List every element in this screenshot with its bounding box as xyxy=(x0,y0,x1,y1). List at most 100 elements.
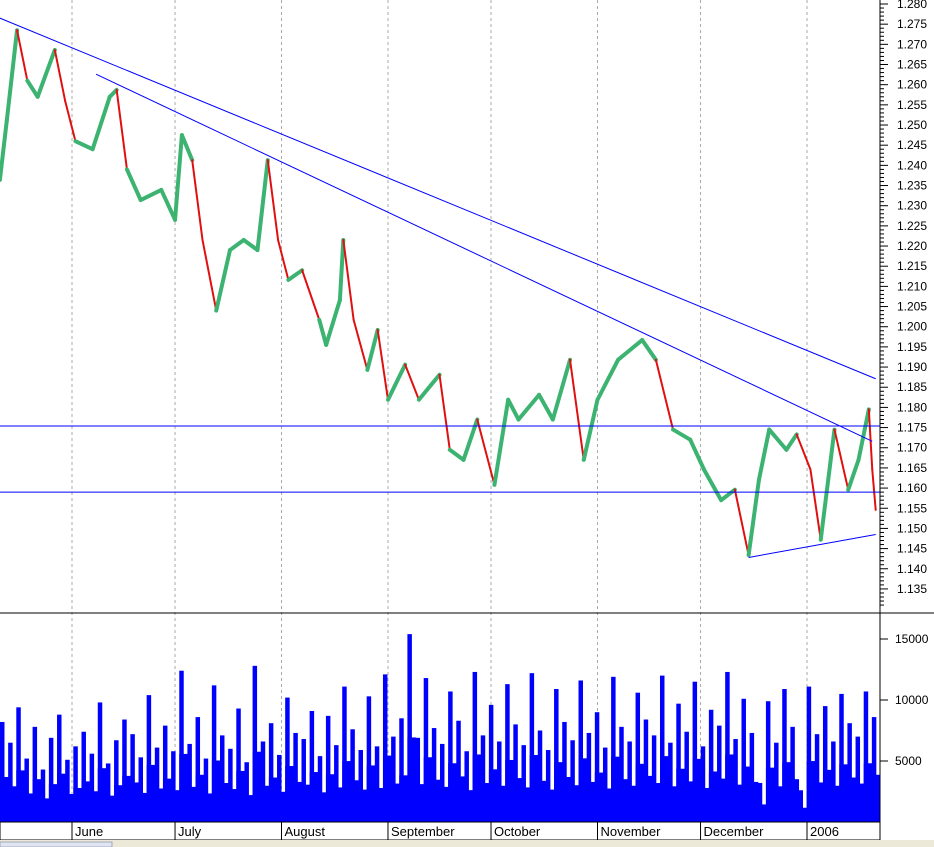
volume-bar-base xyxy=(733,784,742,822)
volume-bar-base xyxy=(40,798,50,822)
price-segment xyxy=(191,159,204,241)
price-segment xyxy=(159,187,178,222)
price-tick-label: 1.270 xyxy=(897,37,927,51)
price-tick-label: 1.260 xyxy=(897,78,927,92)
volume-bar xyxy=(81,731,86,822)
price-tick-label: 1.280 xyxy=(897,0,927,11)
volume-bar-base xyxy=(456,776,465,822)
price-segment xyxy=(595,357,621,402)
volume-bar-base xyxy=(382,755,392,822)
price-tick-label: 1.265 xyxy=(897,58,927,72)
volume-bar xyxy=(774,742,779,822)
price-segment xyxy=(286,268,305,282)
price-segment xyxy=(476,418,496,486)
price-segment xyxy=(214,248,232,313)
volume-bar-base xyxy=(252,751,262,822)
volume-bar-base xyxy=(440,786,449,822)
volume-bar xyxy=(32,726,38,822)
volume-bar-base xyxy=(488,769,498,822)
volume-bar xyxy=(839,693,844,822)
month-label: September xyxy=(391,824,455,839)
volume-bar-base xyxy=(350,780,360,822)
volume-bar-base xyxy=(65,794,74,822)
volume-bar-base xyxy=(423,757,433,822)
volume-bar xyxy=(570,740,575,822)
volume-bar-base xyxy=(831,785,840,822)
trendlines xyxy=(0,17,880,558)
volume-bar-base xyxy=(285,766,294,822)
price-tick-label: 1.195 xyxy=(897,340,927,354)
volume-bar xyxy=(749,732,755,822)
price-tick-label: 1.165 xyxy=(897,461,927,475)
trendline[interactable] xyxy=(95,73,873,442)
price-tick-label: 1.205 xyxy=(897,300,927,314)
volume-bar xyxy=(57,714,62,822)
trendline[interactable] xyxy=(748,533,876,558)
price-segment xyxy=(337,237,346,303)
volume-bar-base xyxy=(480,783,490,822)
price-segment xyxy=(516,392,542,422)
bottom-toolbar[interactable] xyxy=(0,840,934,847)
volume-bar xyxy=(366,696,372,822)
volume-bar-base xyxy=(0,776,9,822)
volume-bar xyxy=(309,710,315,822)
volume-bar-base xyxy=(228,789,237,822)
price-tick-label: 1.255 xyxy=(897,98,927,112)
volume-bar xyxy=(692,681,698,822)
price-segment xyxy=(255,158,270,253)
volume-bar xyxy=(545,750,551,822)
volume-bar xyxy=(154,747,160,822)
volume-bar-base xyxy=(782,762,791,822)
volume-bar-base xyxy=(570,785,580,822)
volume-bar-base xyxy=(765,767,775,822)
volume-bar xyxy=(293,732,298,822)
volume-bar xyxy=(334,745,339,822)
volume-bar xyxy=(619,726,624,822)
volume-bar-base xyxy=(260,785,270,822)
volume-bar xyxy=(317,756,323,822)
price-segment xyxy=(701,467,724,503)
volume-bar xyxy=(831,741,836,822)
volume-bar-base xyxy=(114,785,123,822)
volume-bar-base xyxy=(660,756,669,822)
volume-bar-base xyxy=(32,779,42,822)
volume-tick-label: 5000 xyxy=(895,754,922,768)
volume-bar xyxy=(464,751,469,822)
volume-bar xyxy=(814,734,820,822)
volume-bar xyxy=(855,736,861,822)
volume-bar xyxy=(179,670,184,822)
volume-bar-base xyxy=(130,782,140,822)
price-segment xyxy=(124,167,143,203)
price-tick-label: 1.245 xyxy=(897,138,927,152)
volume-bar xyxy=(578,680,583,822)
volume-bar-base xyxy=(277,791,286,822)
price-segment xyxy=(569,358,585,461)
volume-axis: 15000 10000 5000 xyxy=(880,632,929,768)
volume-bar-base xyxy=(798,807,808,822)
horizontal-scrollbar[interactable] xyxy=(0,841,113,847)
price-segment xyxy=(492,397,511,487)
price-segment xyxy=(90,94,112,152)
volume-bar-base xyxy=(513,778,522,822)
volume-bar xyxy=(757,782,763,822)
trendline[interactable] xyxy=(0,17,876,380)
volume-bar xyxy=(423,678,429,822)
price-segment xyxy=(809,468,822,541)
volume-bar xyxy=(228,748,233,822)
price-segment xyxy=(550,357,573,422)
price-segment xyxy=(784,432,799,452)
volume-bar xyxy=(847,723,852,822)
price-tick-label: 1.240 xyxy=(897,158,927,172)
price-tick-label: 1.200 xyxy=(897,320,927,334)
volume-bar xyxy=(602,747,608,822)
price-tick-label: 1.140 xyxy=(897,562,927,576)
volume-bar xyxy=(236,708,241,822)
volume-bar-base xyxy=(171,790,180,822)
price-segment xyxy=(733,488,750,557)
price-segment xyxy=(241,237,260,253)
price-segment xyxy=(201,238,218,312)
price-segment xyxy=(53,48,67,102)
volume-bar-base xyxy=(594,772,604,822)
volume-bar xyxy=(399,718,404,822)
